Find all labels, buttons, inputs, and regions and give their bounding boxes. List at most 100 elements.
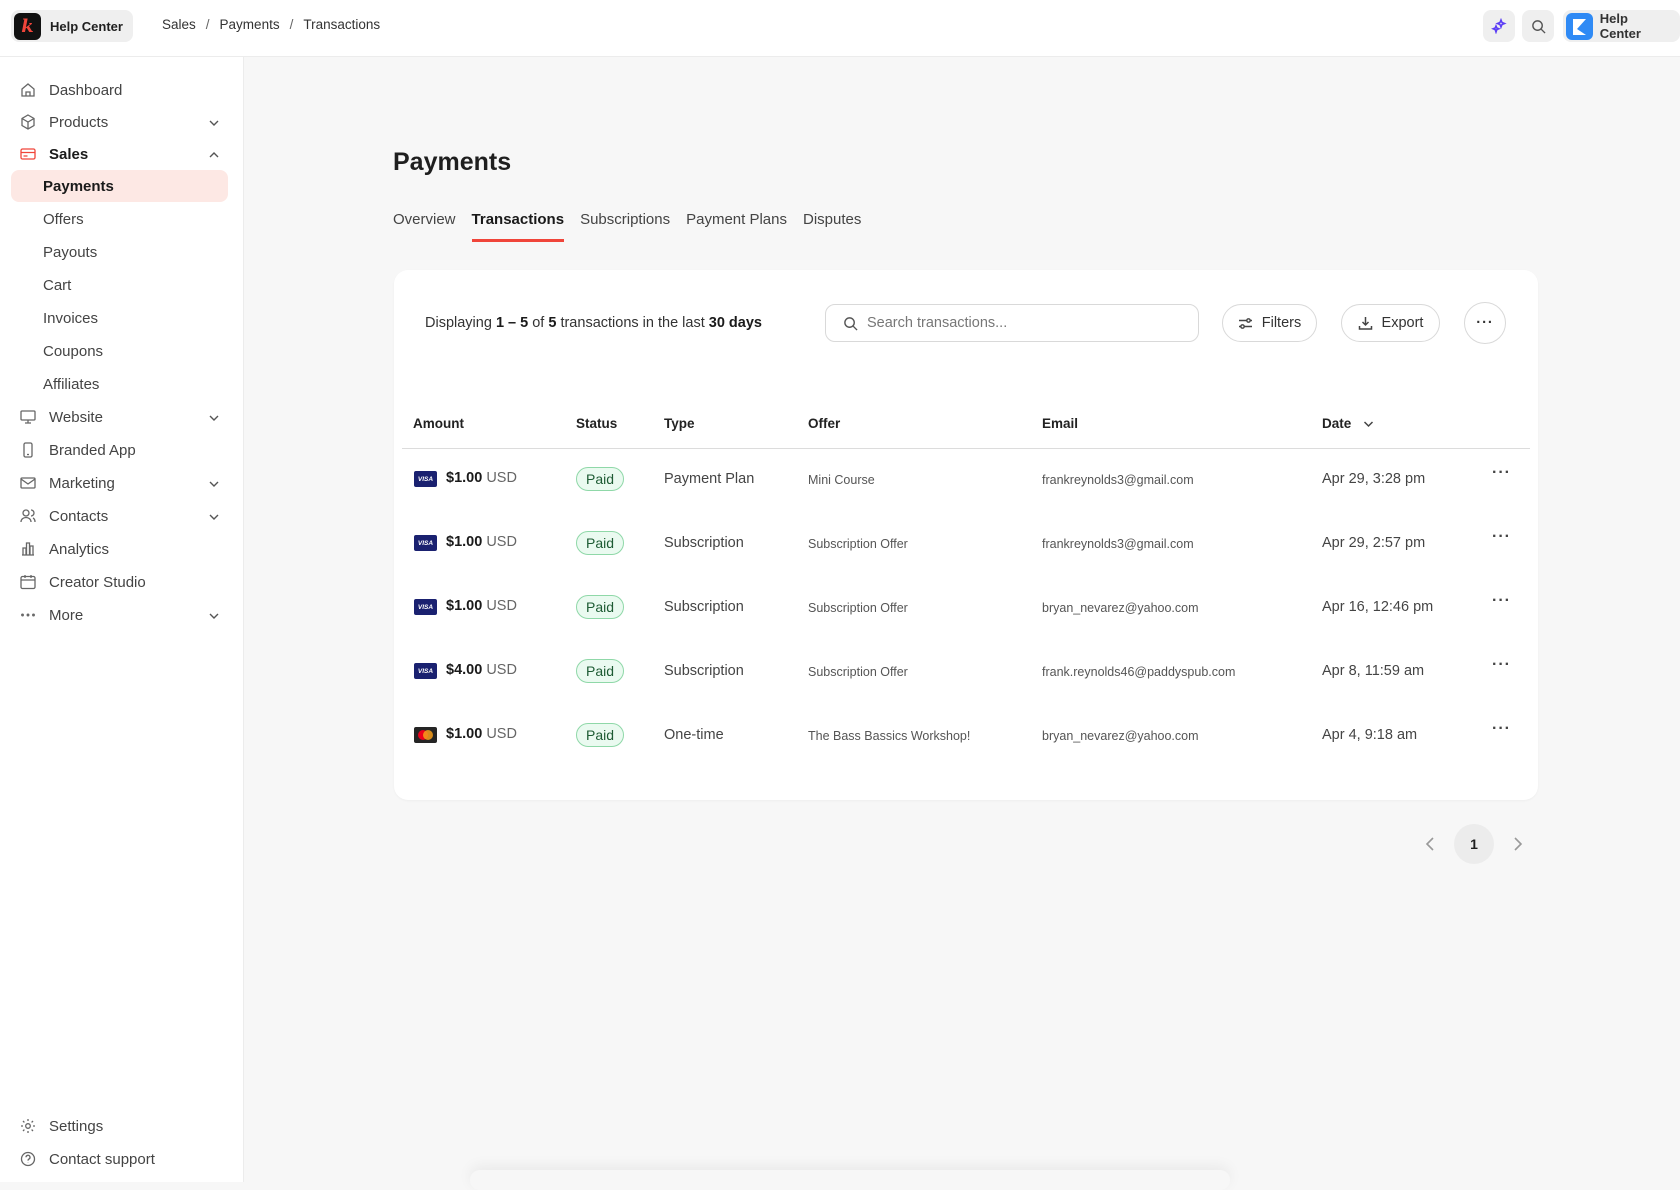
download-icon <box>1358 316 1372 330</box>
sidebar-item-cart[interactable]: Cart <box>11 269 228 301</box>
column-header-status: Status <box>576 416 618 431</box>
column-header-offer: Offer <box>808 416 841 431</box>
sidebar-item-label: Sales <box>49 145 89 163</box>
sidebar-item-label: Contact support <box>49 1150 155 1168</box>
sidebar-item-offers[interactable]: Offers <box>11 203 228 235</box>
help-center-logo <box>1566 12 1593 40</box>
chevron-down-icon[interactable] <box>208 115 220 132</box>
sidebar-item-label: Cart <box>43 276 72 294</box>
sidebar-item-label: Analytics <box>49 540 110 558</box>
row-actions-button[interactable]: ··· <box>1492 720 1511 737</box>
sidebar-item-label: Website <box>49 408 103 426</box>
credit-card-icon <box>20 146 36 162</box>
sidebar: Dashboard Products Sales Payments Offers Payo… <box>0 57 244 1182</box>
tab-payment-plans[interactable]: Payment Plans <box>686 211 787 228</box>
column-header-date[interactable]: Date <box>1322 416 1374 431</box>
chevron-down-icon[interactable] <box>208 509 220 526</box>
more-icon: ··· <box>1476 315 1494 331</box>
status-badge: Paid <box>576 723 625 747</box>
search-input[interactable] <box>867 315 1167 331</box>
page-title: Payments <box>393 148 512 176</box>
sidebar-item-coupons[interactable]: Coupons <box>11 335 228 367</box>
phone-icon <box>20 442 36 458</box>
page-1-button[interactable]: 1 <box>1454 824 1494 864</box>
breadcrumb-sales[interactable]: Sales <box>162 17 196 32</box>
sidebar-item-website[interactable]: Website <box>11 401 228 433</box>
sidebar-item-creator-studio[interactable]: Creator Studio <box>11 566 228 598</box>
sidebar-item-sales[interactable]: Sales <box>11 138 228 170</box>
offer: Subscription Offer <box>808 601 908 615</box>
tab-overview[interactable]: Overview <box>393 211 456 228</box>
amount: $1.00 USD <box>446 470 517 486</box>
date: Apr 8, 11:59 am <box>1322 663 1425 679</box>
sidebar-item-more[interactable]: More <box>11 599 228 631</box>
more-options-button[interactable]: ··· <box>1464 302 1506 344</box>
table-row[interactable]: VISA $1.00 USD Paid Subscription Subscriptio… <box>394 528 1538 574</box>
sidebar-item-label: Products <box>49 113 109 131</box>
email: bryan_nevarez@yahoo.com <box>1042 729 1199 743</box>
sidebar-item-invoices[interactable]: Invoices <box>11 302 228 334</box>
table-row[interactable]: $1.00 USD Paid One-time The Bass Bassics Wo… <box>394 720 1538 766</box>
sidebar-item-label: Branded App <box>49 441 136 459</box>
sidebar-item-affiliates[interactable]: Affiliates <box>11 368 228 400</box>
sidebar-item-payouts[interactable]: Payouts <box>11 236 228 268</box>
search-icon <box>1531 19 1546 34</box>
chevron-down-icon[interactable] <box>208 476 220 493</box>
offer: Subscription Offer <box>808 665 908 679</box>
offer: The Bass Bassics Workshop! <box>808 729 971 743</box>
chevron-down-icon[interactable] <box>208 608 220 625</box>
tab-transactions[interactable]: Transactions <box>471 211 565 242</box>
amount: $4.00 USD <box>446 662 517 678</box>
search-button[interactable] <box>1522 10 1554 42</box>
sidebar-item-branded-app[interactable]: Branded App <box>11 434 228 466</box>
breadcrumb-payments[interactable]: Payments <box>219 17 280 32</box>
prev-page-button[interactable] <box>1420 824 1440 864</box>
table-row[interactable]: VISA $1.00 USD Paid Payment Plan Mini Course… <box>394 464 1538 510</box>
sparkle-icon <box>1491 18 1507 34</box>
email: bryan_nevarez@yahoo.com <box>1042 601 1199 615</box>
sidebar-item-label: Payments <box>43 177 114 195</box>
bar-chart-icon <box>20 541 36 557</box>
table-header-divider <box>402 448 1530 449</box>
row-actions-button[interactable]: ··· <box>1492 656 1511 673</box>
sidebar-item-payments[interactable]: Payments <box>11 170 228 202</box>
row-actions-button[interactable]: ··· <box>1492 592 1511 609</box>
amount: $1.00 USD <box>446 598 517 614</box>
table-row[interactable]: VISA $4.00 USD Paid Subscription Subscriptio… <box>394 656 1538 702</box>
gear-icon <box>20 1118 36 1134</box>
status-badge: Paid <box>576 595 625 619</box>
offer: Mini Course <box>808 473 875 487</box>
tab-disputes[interactable]: Disputes <box>803 211 862 228</box>
type: Subscription <box>664 663 744 679</box>
chevron-up-icon[interactable] <box>208 147 220 164</box>
column-header-type: Type <box>664 416 695 431</box>
filters-button[interactable]: Filters <box>1222 304 1317 342</box>
sidebar-item-settings[interactable]: Settings <box>11 1110 228 1142</box>
export-button[interactable]: Export <box>1341 304 1440 342</box>
sidebar-item-contact-support[interactable]: Contact support <box>11 1143 228 1175</box>
sidebar-item-contacts[interactable]: Contacts <box>11 500 228 532</box>
chevron-down-icon[interactable] <box>208 410 220 427</box>
sidebar-item-products[interactable]: Products <box>11 106 228 138</box>
help-circle-icon <box>20 1151 36 1167</box>
row-actions-button[interactable]: ··· <box>1492 464 1511 481</box>
brand-name: Help Center <box>50 18 123 34</box>
tab-subscriptions[interactable]: Subscriptions <box>580 211 671 228</box>
search-field[interactable] <box>825 304 1199 342</box>
ai-sparkle-button[interactable] <box>1483 10 1515 42</box>
table-row[interactable]: VISA $1.00 USD Paid Subscription Subscriptio… <box>394 592 1538 638</box>
sidebar-item-label: Marketing <box>49 474 115 492</box>
brand-switcher[interactable]: k Help Center <box>11 10 133 42</box>
more-icon <box>20 607 36 623</box>
monitor-icon <box>20 409 36 425</box>
brand-logo: k <box>14 12 41 40</box>
sidebar-item-dashboard[interactable]: Dashboard <box>11 74 228 106</box>
email: frankreynolds3@gmail.com <box>1042 473 1194 487</box>
sidebar-item-marketing[interactable]: Marketing <box>11 467 228 499</box>
sidebar-item-analytics[interactable]: Analytics <box>11 533 228 565</box>
next-page-button[interactable] <box>1508 824 1528 864</box>
row-actions-button[interactable]: ··· <box>1492 528 1511 545</box>
help-center-button[interactable]: Help Center <box>1563 10 1680 42</box>
home-icon <box>20 82 36 98</box>
type: Payment Plan <box>664 471 755 487</box>
